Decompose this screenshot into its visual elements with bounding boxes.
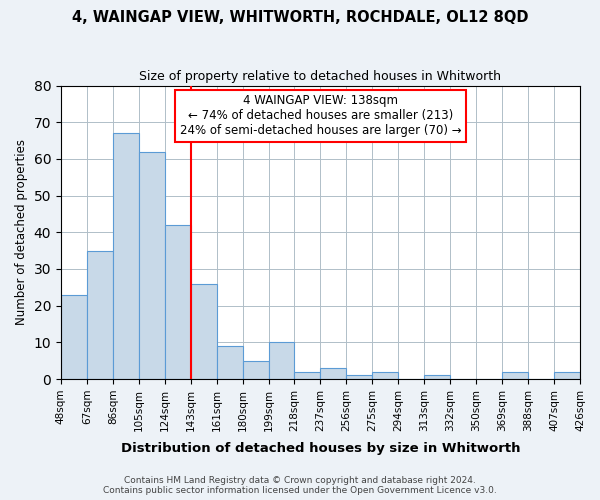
Bar — [113, 133, 139, 379]
Y-axis label: Number of detached properties: Number of detached properties — [15, 140, 28, 326]
Bar — [165, 225, 191, 379]
Text: Contains HM Land Registry data © Crown copyright and database right 2024.
Contai: Contains HM Land Registry data © Crown c… — [103, 476, 497, 495]
Bar — [87, 250, 113, 379]
Bar — [424, 376, 450, 379]
Bar — [242, 360, 269, 379]
Bar — [373, 372, 398, 379]
Bar — [346, 376, 373, 379]
Bar — [217, 346, 242, 379]
Bar — [320, 368, 346, 379]
X-axis label: Distribution of detached houses by size in Whitworth: Distribution of detached houses by size … — [121, 442, 520, 455]
Bar — [191, 284, 217, 379]
Title: Size of property relative to detached houses in Whitworth: Size of property relative to detached ho… — [139, 70, 502, 83]
Bar — [61, 294, 87, 379]
Text: 4, WAINGAP VIEW, WHITWORTH, ROCHDALE, OL12 8QD: 4, WAINGAP VIEW, WHITWORTH, ROCHDALE, OL… — [72, 10, 528, 25]
Bar — [269, 342, 295, 379]
Bar — [139, 152, 165, 379]
Bar — [554, 372, 580, 379]
Bar — [295, 372, 320, 379]
Text: 4 WAINGAP VIEW: 138sqm
← 74% of detached houses are smaller (213)
24% of semi-de: 4 WAINGAP VIEW: 138sqm ← 74% of detached… — [179, 94, 461, 138]
Bar — [502, 372, 528, 379]
